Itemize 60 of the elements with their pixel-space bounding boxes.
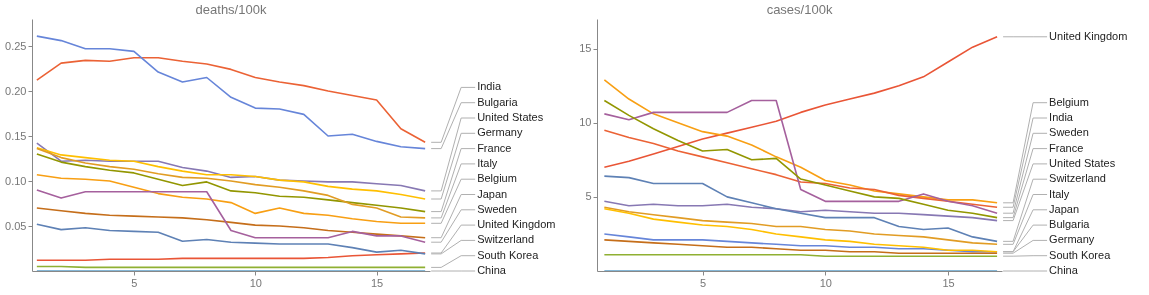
- text: Belgium: [1049, 95, 1089, 108]
- y-tick-label: 5: [585, 190, 592, 203]
- chart-title: cases/100k: [766, 2, 833, 17]
- text: South Korea: [477, 248, 540, 261]
- text: Germany: [477, 126, 523, 139]
- text: India: [477, 80, 502, 93]
- x-tick-label: 10: [819, 276, 832, 289]
- y-tick-label: 15: [579, 42, 592, 55]
- text: United Kingdom: [1049, 29, 1128, 42]
- x-tick-label: 15: [942, 276, 955, 289]
- y-tick-label: 0.25: [5, 39, 27, 52]
- text: Japan: [477, 187, 508, 200]
- text: Germany: [1049, 233, 1095, 246]
- text: Italy: [477, 156, 498, 169]
- line-series: [36, 223, 426, 255]
- line-series: [36, 35, 426, 150]
- text: Switzerland: [477, 233, 535, 246]
- line-series: [36, 189, 426, 243]
- y-tick-label: 0.10: [5, 174, 27, 187]
- line-series: [603, 35, 998, 169]
- text: India: [1049, 111, 1074, 123]
- line-series: [603, 200, 998, 222]
- text: United Kingdom: [477, 218, 556, 231]
- text: United States: [477, 111, 544, 123]
- line-series: [36, 153, 426, 213]
- text: Japan: [1049, 202, 1080, 215]
- text: China: [477, 264, 507, 276]
- text: Switzerland: [1049, 172, 1106, 185]
- text: Bulgaria: [1049, 218, 1091, 231]
- line-series: [603, 129, 998, 209]
- y-tick-label: 0.20: [5, 84, 27, 97]
- line-series: [603, 207, 998, 253]
- line-series: [36, 147, 426, 219]
- y-tick-label: 0.15: [5, 129, 27, 142]
- line-series: [603, 206, 998, 246]
- x-tick-label: 5: [131, 276, 138, 289]
- text: China: [1049, 264, 1079, 276]
- x-tick-label: 10: [249, 276, 262, 289]
- line-series: [36, 207, 426, 239]
- line-series: [603, 239, 998, 255]
- line-series: [603, 175, 998, 243]
- chart-title: deaths/100k: [195, 2, 267, 17]
- text: United States: [1049, 156, 1116, 169]
- line-series: [36, 173, 426, 225]
- line-series: [36, 252, 426, 261]
- line-series: [36, 56, 426, 144]
- y-tick-label: 0.05: [5, 219, 27, 232]
- x-tick-label: 15: [370, 276, 384, 289]
- text: France: [477, 141, 512, 154]
- text: Sweden: [1049, 126, 1089, 139]
- line-series: [603, 78, 998, 204]
- text: Bulgaria: [477, 95, 519, 108]
- y-tick-label: 10: [579, 116, 592, 129]
- text: France: [1049, 141, 1084, 154]
- text: South Korea: [1049, 248, 1112, 261]
- line-series: [36, 146, 426, 200]
- text: Sweden: [477, 202, 517, 215]
- x-tick-label: 5: [699, 276, 707, 289]
- text: Belgium: [477, 172, 517, 185]
- text: Italy: [1049, 187, 1070, 200]
